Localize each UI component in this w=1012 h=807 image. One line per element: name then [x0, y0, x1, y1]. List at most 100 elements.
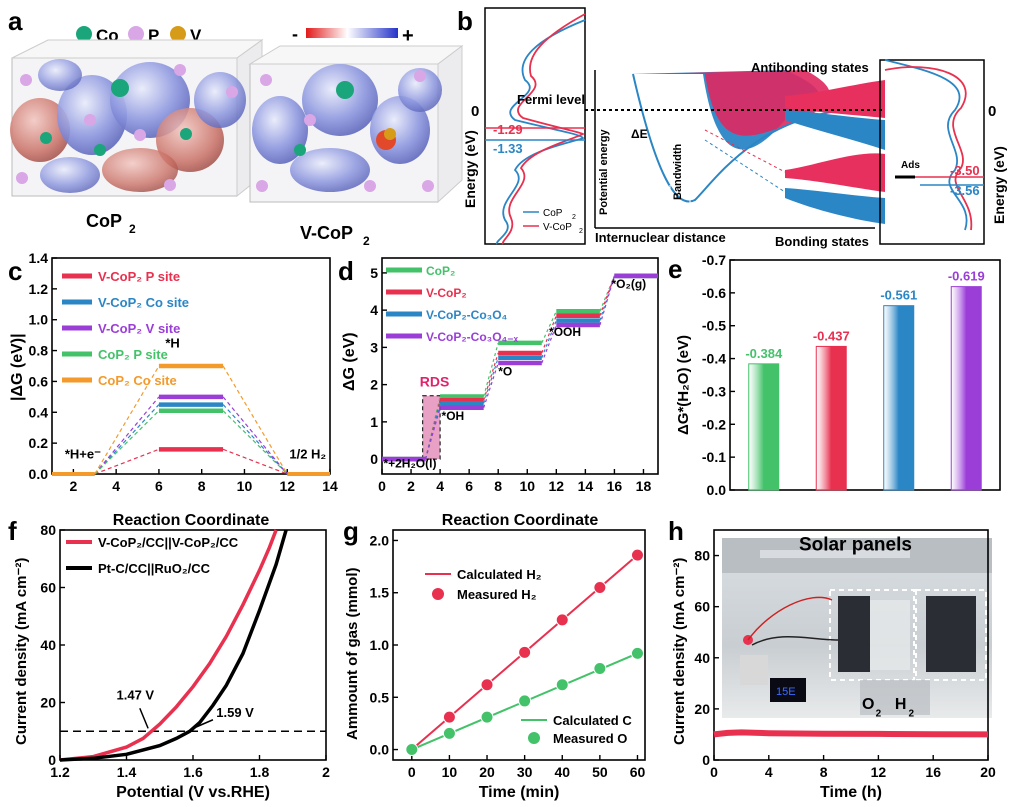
scale-plus: +	[402, 25, 414, 47]
g-point-0-4	[555, 613, 569, 627]
e-ytick-label: -0.1	[702, 449, 726, 465]
f-x-axis-title: Potential (V vs.RHE)	[116, 784, 270, 801]
c-ytick-label: 1.2	[29, 281, 49, 297]
g-y-axis-title: Ammount of gas (mmol)	[344, 568, 361, 741]
d-step-label-2: *O	[498, 364, 512, 378]
f-xtick-label: 2	[322, 764, 330, 780]
h-ytick-label: 20	[694, 701, 710, 717]
g-point-0-1	[442, 710, 456, 724]
e-plot-frame	[729, 259, 1001, 491]
e-bar-0	[748, 363, 780, 491]
f-series-line-1	[59, 529, 288, 762]
g-legend-point-swatch-0	[432, 588, 444, 600]
g-point-1-6	[630, 646, 644, 660]
d-connector-3-0	[425, 407, 441, 460]
left-zero-label: 0	[471, 103, 479, 120]
f-ytick-label: 80	[40, 522, 56, 538]
legend-v-cop2-sub: 2	[579, 228, 583, 235]
d-xtick-label: 6	[465, 478, 473, 494]
d-connector-3-1	[483, 362, 499, 408]
h-series-line	[713, 729, 989, 738]
c-connector-left-1	[94, 404, 160, 475]
v-legend-icon	[170, 26, 186, 42]
g-xtick-label: 30	[517, 764, 533, 780]
g-ytick-label: 2.0	[370, 532, 390, 548]
d-connector-0-1	[483, 342, 499, 397]
c-ytick-label: 1.0	[29, 312, 49, 328]
e-bar-value-label-3: -0.619	[948, 269, 985, 284]
d-legend-label-1: V-CoP₂	[426, 286, 467, 300]
c-annotation-initial: *H+e⁻	[65, 447, 101, 462]
e-y-axis-title: ΔG*(H₂O) (eV)	[675, 335, 692, 435]
g-ytick-label: 1.0	[370, 637, 390, 653]
g-xtick-label: 10	[442, 764, 458, 780]
d-xtick-label: 18	[636, 478, 652, 494]
cop2-structure-image	[10, 39, 264, 198]
d-connector-1-1	[483, 352, 499, 401]
legend-cop2-label: CoP	[543, 208, 563, 219]
c-legend-label-3: CoP₂ P site	[98, 347, 168, 362]
g-point-0-2	[480, 678, 494, 692]
panel-a: a Co P V - +	[8, 6, 464, 248]
c-connector-right-1	[222, 404, 288, 475]
panel-d-letter: d	[338, 256, 354, 286]
c-ytick-label: 1.4	[29, 250, 49, 266]
e-ytick-label: -0.2	[702, 416, 726, 432]
h-inset-label-o-sub: 2	[876, 709, 882, 720]
h-ytick-label: 80	[694, 548, 710, 564]
d-connector-1-2	[541, 315, 557, 354]
f-ytick-label: 20	[40, 695, 56, 711]
right-red-value: -3.50	[950, 163, 980, 178]
g-legend-line-label-1: Calculated C	[553, 713, 632, 728]
f-xtick-label: 1.6	[183, 764, 203, 780]
f-ytick-label: 40	[40, 637, 56, 653]
solar-panels-photo: 15E	[722, 538, 992, 718]
g-xtick-label: 50	[592, 764, 608, 780]
g-legend-point-label-0: Measured H₂	[457, 587, 537, 602]
g-point-0-3	[518, 645, 532, 659]
antibonding-cop2	[785, 110, 885, 150]
c-annotation-final: 1/2 H₂	[289, 447, 326, 462]
d-ytick-label: 3	[370, 339, 378, 355]
c-ytick-label: 0.6	[29, 373, 49, 389]
f-arrow-159	[192, 719, 214, 730]
bandwidth-label: Bandwidth	[672, 144, 684, 200]
c-annotation-h: *H	[165, 335, 179, 350]
fermi-level-label: Fermi level	[517, 92, 585, 107]
blue-connector	[704, 139, 786, 193]
g-ytick-label: 0.5	[370, 689, 390, 705]
left-dos-cop2-line	[496, 19, 586, 245]
f-ytick-label: 0	[48, 752, 56, 768]
d-ytick-label: 1	[370, 414, 378, 430]
g-point-1-1	[442, 726, 456, 740]
c-connector-right-2	[222, 396, 288, 475]
right-dos-cop2-line	[884, 59, 968, 231]
c-legend-label-0: V-CoP₂ P site	[98, 269, 180, 284]
d-connector-2-1	[483, 357, 499, 404]
h-inset-label-h-sub: 2	[909, 709, 915, 720]
potential-energy-label: Potential energy	[598, 129, 610, 215]
c-xtick-label: 14	[322, 478, 338, 494]
h-xtick-label: 8	[820, 764, 828, 780]
internuclear-label: Internuclear distance	[595, 230, 726, 245]
c-legend-label-4: CoP₂ Co site	[98, 373, 177, 388]
d-ytick-label: 4	[370, 302, 378, 318]
d-xtick-label: 16	[607, 478, 623, 494]
g-xtick-label: 20	[479, 764, 495, 780]
d-step-label-3: *OOH	[549, 325, 581, 339]
d-ytick-label: 2	[370, 377, 378, 393]
c-ytick-label: 0.8	[29, 343, 49, 359]
d-xtick-label: 4	[436, 478, 444, 494]
f-xtick-label: 1.4	[117, 764, 137, 780]
g-point-1-3	[518, 694, 532, 708]
v-cop2-label: V-CoP	[300, 223, 353, 243]
g-xtick-label: 40	[554, 764, 570, 780]
g-point-1-4	[555, 678, 569, 692]
d-legend-label-0: CoP₂	[426, 264, 455, 278]
e-ytick-label: -0.6	[702, 285, 726, 301]
left-energy-axis-label: Energy (eV)	[462, 130, 478, 208]
h-xtick-label: 4	[765, 764, 773, 780]
antibonding-label: Antibonding states	[751, 60, 869, 75]
